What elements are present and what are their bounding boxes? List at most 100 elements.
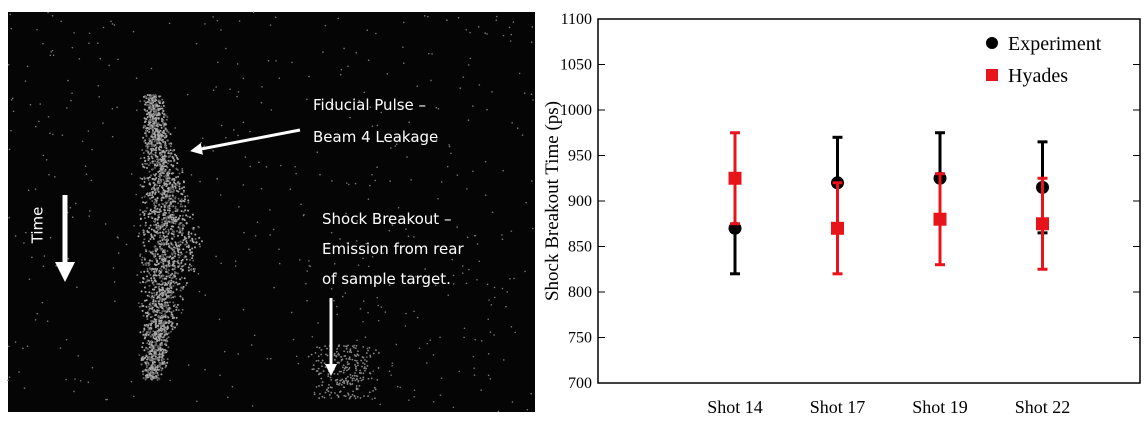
noise-dot — [154, 201, 156, 203]
noise-dot — [530, 393, 532, 395]
noise-dot — [333, 366, 335, 368]
noise-dot — [97, 42, 99, 44]
noise-dot — [473, 367, 475, 369]
noise-dot — [183, 186, 185, 188]
noise-dot — [148, 158, 150, 160]
annotation: Time — [29, 207, 47, 245]
noise-dot — [147, 376, 149, 378]
noise-dot — [154, 246, 156, 248]
noise-dot — [143, 125, 145, 127]
noise-dot — [152, 368, 154, 370]
annotation: Beam 4 Leakage — [313, 128, 438, 146]
noise-dot — [165, 115, 167, 117]
noise-dot — [152, 354, 154, 356]
noise-dot — [171, 273, 173, 275]
noise-dot — [151, 295, 153, 297]
noise-dot — [156, 306, 158, 308]
marker — [1036, 217, 1049, 230]
noise-dot — [148, 216, 150, 218]
noise-dot — [355, 397, 357, 399]
noise-dot — [36, 313, 38, 315]
noise-dot — [399, 387, 401, 389]
noise-dot — [375, 389, 377, 391]
noise-dot — [320, 378, 322, 380]
legend-label: Experiment — [1008, 33, 1102, 55]
noise-dot — [156, 291, 158, 293]
noise-dot — [390, 374, 392, 376]
noise-dot — [368, 198, 370, 200]
noise-dot — [72, 216, 74, 218]
noise-dot — [165, 322, 167, 324]
noise-dot — [165, 133, 167, 135]
noise-dot — [144, 196, 146, 198]
noise-dot — [339, 391, 341, 393]
noise-dot — [183, 286, 185, 288]
noise-dot — [531, 26, 533, 28]
noise-dot — [149, 313, 151, 315]
noise-dot — [176, 317, 178, 319]
noise-dot — [147, 351, 149, 353]
noise-dot — [155, 148, 157, 150]
noise-dot — [306, 300, 308, 302]
noise-dot — [331, 232, 333, 234]
noise-dot — [144, 210, 146, 212]
noise-dot — [155, 270, 157, 272]
noise-dot — [147, 362, 149, 364]
noise-dot — [149, 141, 151, 143]
noise-dot — [229, 88, 231, 90]
noise-dot — [149, 238, 151, 240]
noise-dot — [168, 282, 170, 284]
noise-dot — [148, 164, 150, 166]
noise-dot — [153, 292, 155, 294]
noise-dot — [155, 250, 157, 252]
noise-dot — [170, 315, 172, 317]
noise-dot — [449, 146, 451, 148]
noise-dot — [478, 26, 480, 28]
noise-dot — [472, 171, 474, 173]
noise-dot — [356, 378, 358, 380]
noise-dot — [349, 398, 351, 400]
noise-dot — [159, 298, 161, 300]
noise-dot — [330, 392, 332, 394]
noise-dot — [181, 187, 183, 189]
noise-dot — [171, 257, 173, 259]
noise-dot — [157, 379, 159, 381]
noise-dot — [342, 366, 344, 368]
noise-dot — [237, 63, 239, 65]
noise-dot — [152, 106, 154, 108]
noise-dot — [519, 73, 521, 75]
noise-dot — [157, 243, 159, 245]
noise-dot — [141, 262, 143, 264]
noise-dot — [114, 281, 116, 283]
noise-dot — [182, 239, 184, 241]
noise-dot — [513, 21, 515, 23]
noise-dot — [408, 399, 410, 401]
noise-dot — [27, 345, 29, 347]
noise-dot — [154, 167, 156, 169]
noise-dot — [174, 326, 176, 328]
noise-dot — [169, 216, 171, 218]
noise-dot — [131, 173, 133, 175]
noise-dot — [24, 387, 26, 389]
noise-dot — [151, 343, 153, 345]
noise-dot — [156, 297, 158, 299]
noise-dot — [149, 162, 151, 164]
noise-dot — [161, 99, 163, 101]
noise-dot — [55, 265, 57, 267]
noise-dot — [166, 220, 168, 222]
noise-dot — [327, 373, 329, 375]
noise-dot — [168, 212, 170, 214]
noise-dot — [148, 323, 150, 325]
noise-dot — [157, 117, 159, 119]
noise-dot — [217, 61, 219, 63]
noise-dot — [326, 389, 328, 391]
noise-dot — [351, 359, 353, 361]
noise-dot — [450, 153, 452, 155]
noise-dot — [80, 380, 82, 382]
noise-dot — [164, 278, 166, 280]
noise-dot — [154, 160, 156, 162]
noise-dot — [169, 380, 171, 382]
noise-dot — [147, 151, 149, 153]
noise-dot — [154, 346, 156, 348]
noise-dot — [355, 355, 357, 357]
